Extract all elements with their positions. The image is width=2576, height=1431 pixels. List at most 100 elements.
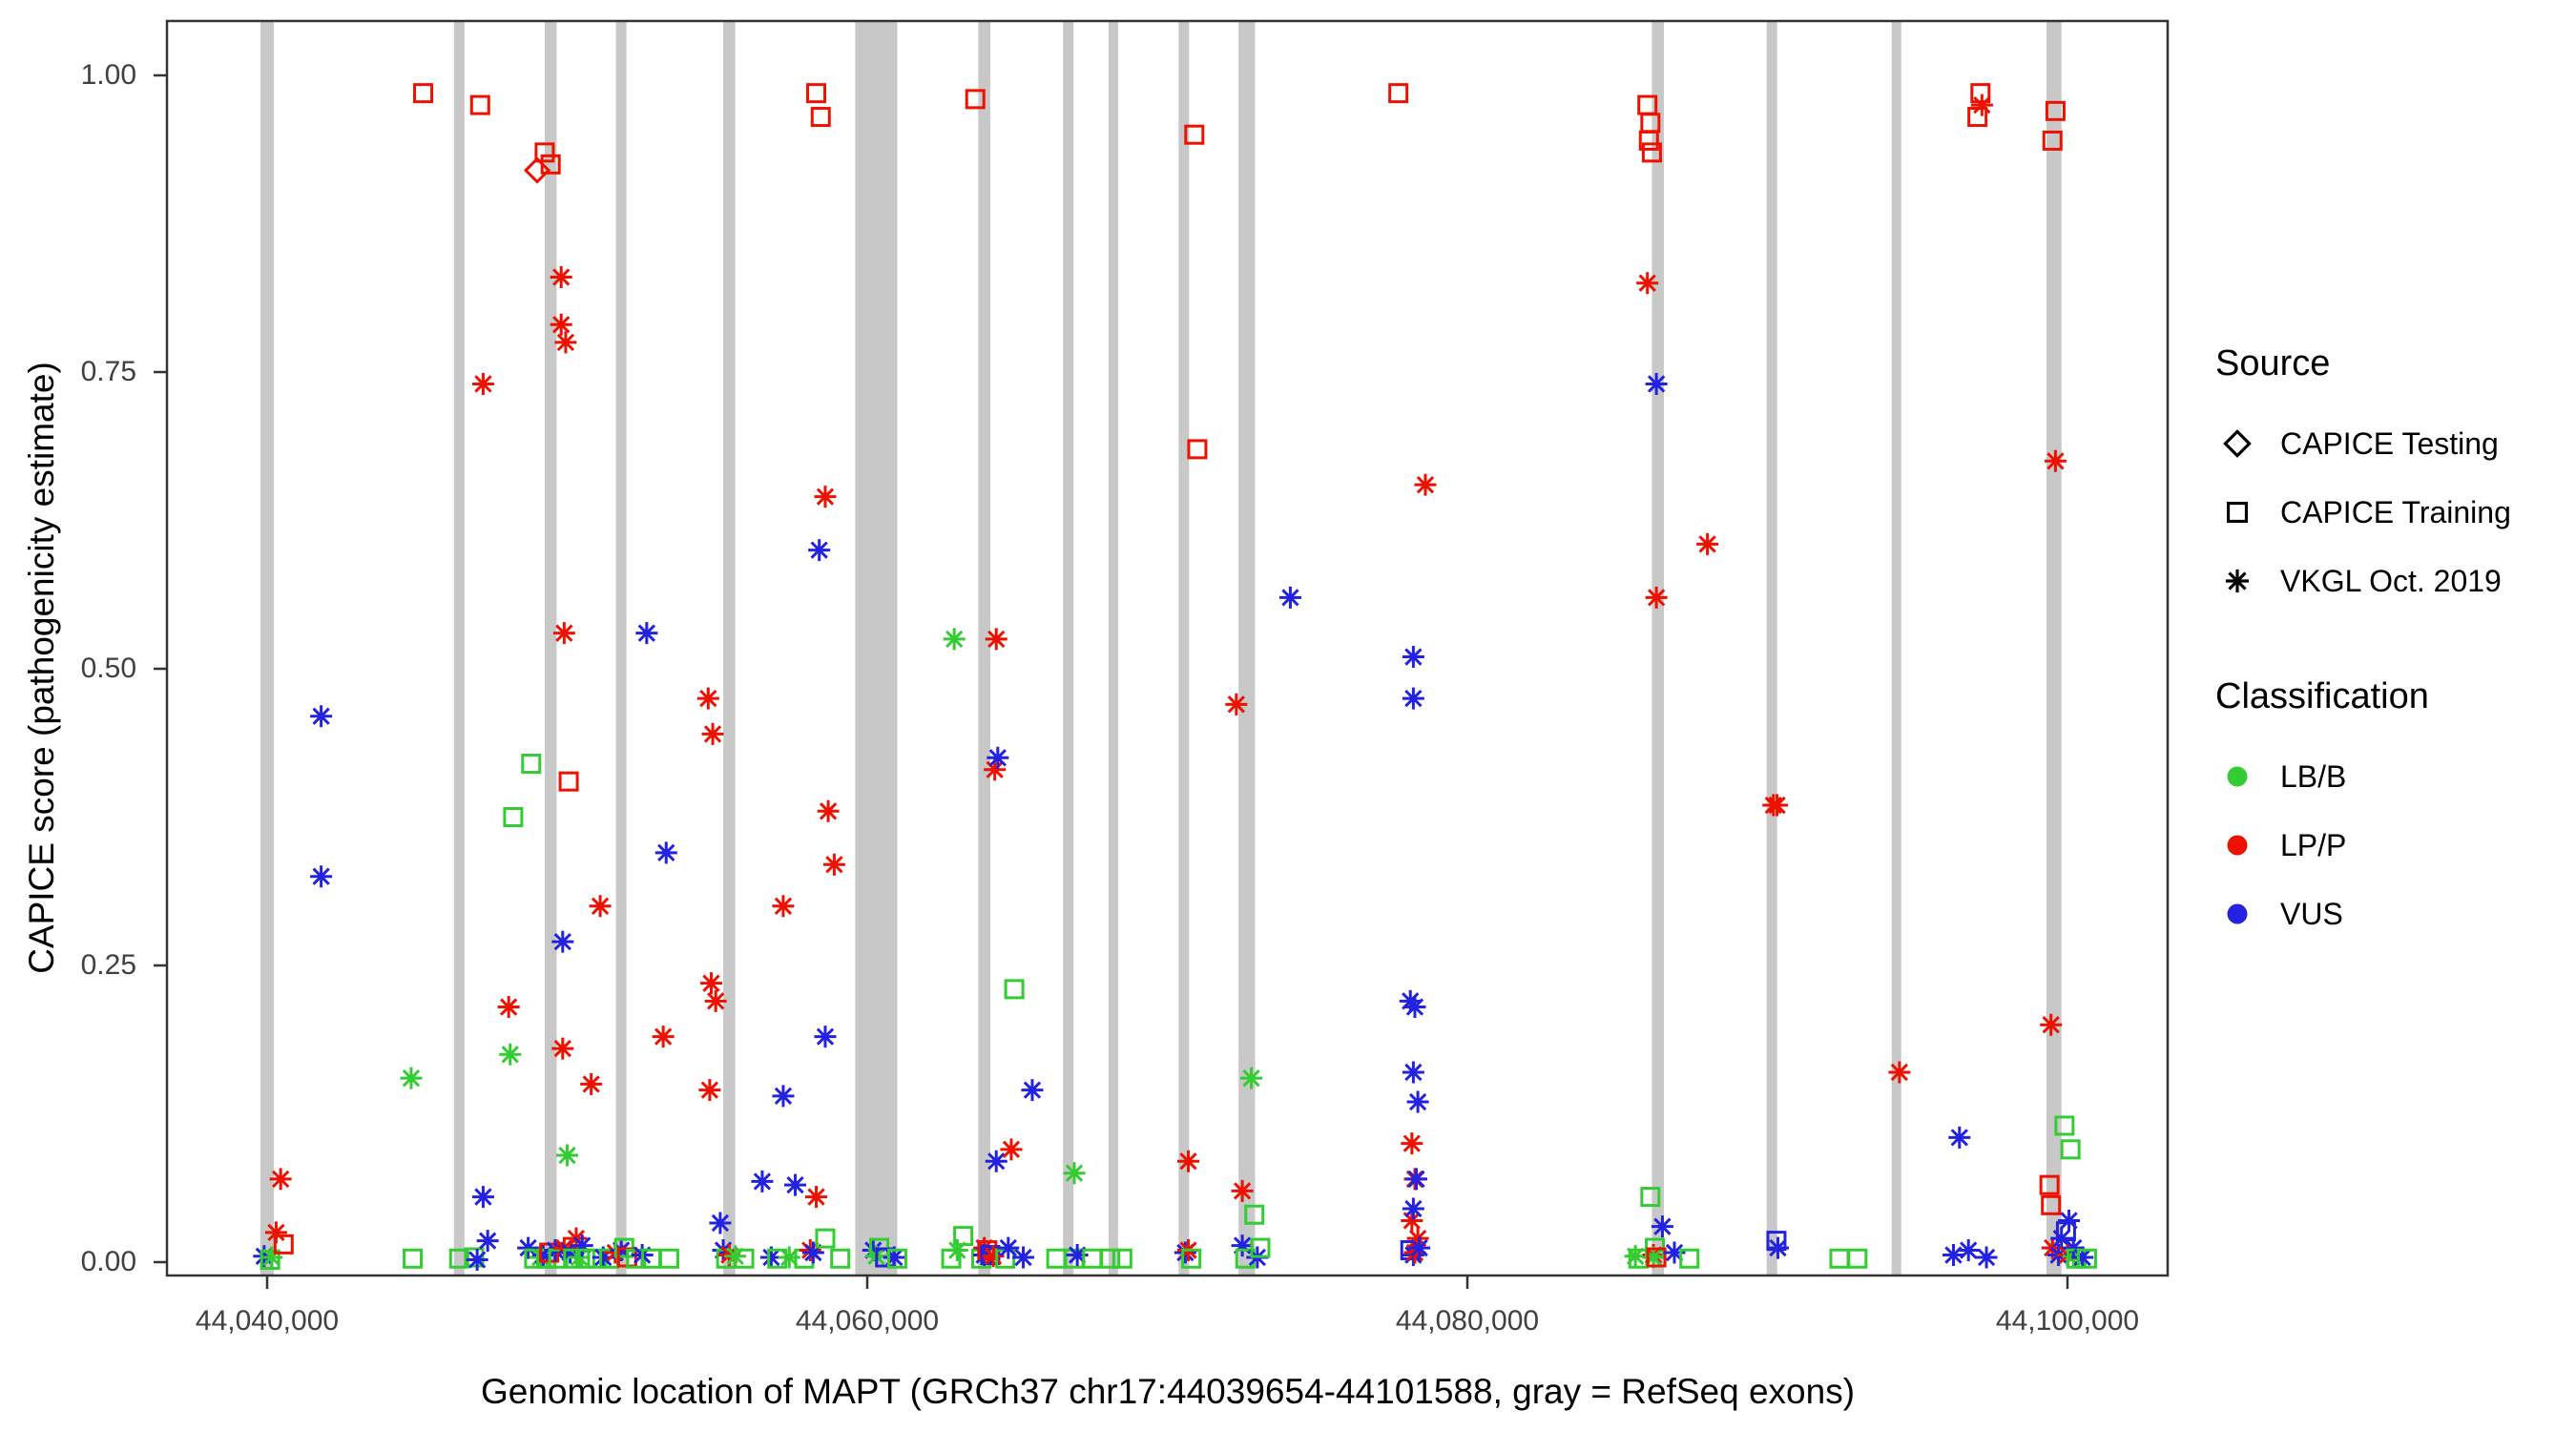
asterisk-icon [2225,569,2250,593]
data-point-asterisk [550,313,572,336]
data-point-asterisk [814,1026,837,1048]
data-point-asterisk [1225,693,1248,716]
y-tick-label: 1.00 [80,59,136,91]
data-point-asterisk [984,758,1007,781]
exon-bar [978,21,990,1275]
data-point-asterisk [476,1230,499,1253]
legend-item-label: LB/B [2280,758,2347,794]
legend-item-asterisk: VKGL Oct. 2019 [2215,547,2570,615]
legend-item-label: CAPICE Training [2280,494,2511,529]
data-point-asterisk [269,1168,292,1191]
data-point-asterisk [1696,532,1719,555]
data-point-asterisk [1766,794,1789,817]
y-axis-tick-labels: 0.00 0.25 0.50 0.75 1.00 [0,0,148,1431]
data-point-asterisk [1948,1126,1971,1149]
data-point-asterisk [466,1249,488,1272]
data-point-asterisk [551,930,574,953]
data-point-square [403,1248,424,1269]
data-point-asterisk [1177,1150,1200,1172]
legend-item-lb-b: LB/B [2215,742,2570,811]
data-point-asterisk [751,1170,774,1192]
data-point-asterisk [1402,1197,1424,1220]
data-point-asterisk [260,1246,283,1269]
exon-bar [1766,21,1777,1275]
exon-bar [855,21,898,1275]
data-point-asterisk [883,1246,905,1269]
data-point-square [1829,1248,1850,1269]
data-point-asterisk [696,687,719,710]
data-point-asterisk [985,1150,1008,1172]
data-point-asterisk [1975,1246,1998,1269]
data-point-asterisk [1406,1090,1429,1113]
data-point-asterisk [499,1043,522,1066]
legend-item-label: VUS [2280,896,2343,931]
data-point-square [1181,1248,1202,1269]
x-tick-label: 44,100,000 [1995,1305,2140,1337]
y-tick-label: 0.00 [80,1246,136,1277]
square-icon [2226,501,2249,524]
exon-bar [615,21,627,1275]
data-point-asterisk [310,865,333,888]
dot-icon [2227,835,2248,856]
data-point-square [469,94,490,115]
data-point-square [2039,1174,2060,1195]
data-point-asterisk [814,486,837,508]
legend-classification-items: LB/B LP/P VUS [2215,742,2570,948]
data-point-asterisk [1645,372,1668,395]
data-point-asterisk [997,1236,1020,1259]
data-point-asterisk [982,1245,1005,1268]
legend-item-label: CAPICE Testing [2280,425,2499,461]
data-point-square [965,89,986,110]
exon-bar [1652,21,1664,1275]
data-point-asterisk [699,972,722,995]
data-point-diamond [523,156,551,184]
data-point-asterisk [805,1186,828,1209]
data-point-asterisk [1063,1162,1086,1185]
data-point-asterisk [1767,1236,1790,1259]
x-axis-title: Genomic location of MAPT (GRCh37 chr17:4… [480,1372,1856,1411]
data-point-asterisk [589,895,612,918]
data-point-asterisk [550,265,572,288]
data-point-asterisk [808,539,831,562]
data-point-asterisk [987,746,1009,769]
legend-source-items: CAPICE Testing CAPICE Training VKGL Oct. 2… [2215,409,2570,615]
data-point-asterisk [497,996,520,1019]
x-tick-label: 44,040,000 [195,1305,340,1337]
data-point-asterisk [1066,1244,1089,1267]
data-point-asterisk [704,989,727,1012]
data-point-asterisk [592,1246,614,1269]
data-point-asterisk [552,622,575,645]
data-point-asterisk [2044,449,2067,472]
data-point-square [273,1234,294,1255]
x-axis-tick-labels: 44,040,000 44,060,000 44,080,000 44,100,000 [0,1305,2576,1343]
legend-item-label: LP/P [2280,827,2347,862]
data-point-asterisk [1000,1138,1023,1161]
data-point-asterisk [709,1212,732,1234]
data-point-asterisk [1414,473,1437,496]
data-point-asterisk [1021,1079,1044,1102]
data-point-asterisk [1240,1067,1263,1089]
data-point-square [503,807,524,827]
data-point-asterisk [580,1072,603,1095]
data-point-square [548,1248,569,1269]
data-point-square [1640,1187,1661,1208]
data-point-asterisk [1624,1245,1647,1268]
data-point-asterisk [471,372,494,395]
data-point-square [1187,439,1208,460]
data-point-square [558,771,579,792]
data-point-asterisk [556,1144,578,1167]
y-axis-title: CAPICE score (pathogenicity estimate) [22,362,61,974]
data-point-asterisk [554,331,577,354]
data-point-square [806,83,827,104]
data-point-asterisk [571,1234,593,1257]
data-point-asterisk [471,1186,494,1209]
data-point-asterisk [635,622,658,645]
data-point-asterisk [698,1079,721,1102]
data-point-asterisk [817,799,840,822]
data-point-asterisk [1651,1215,1673,1238]
data-point-square [815,1228,836,1249]
data-point-square [534,142,555,163]
x-tick-label: 44,080,000 [1395,1305,1540,1337]
data-point-square [260,1250,280,1271]
